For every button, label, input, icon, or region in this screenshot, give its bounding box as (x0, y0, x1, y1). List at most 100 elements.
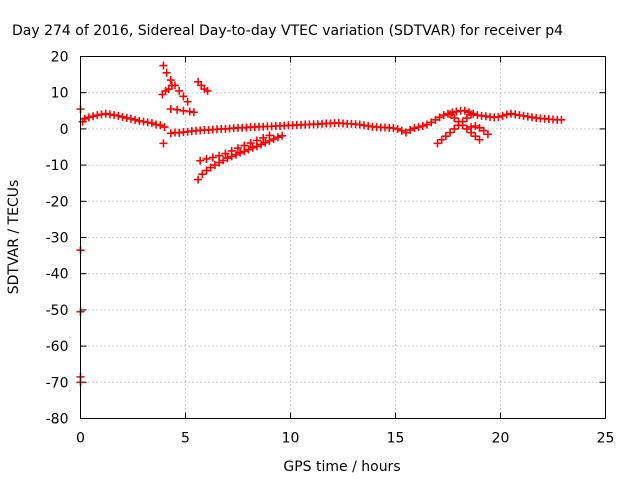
data-point (418, 122, 427, 131)
data-point (203, 86, 212, 95)
y-tick-label: -30 (46, 231, 69, 247)
x-tick-label: 0 (76, 431, 85, 447)
data-point (210, 161, 219, 170)
series-early-steep-arcs (158, 61, 212, 148)
data-point (236, 148, 245, 157)
data-point (162, 68, 171, 77)
data-point (446, 128, 455, 137)
data-point (410, 124, 419, 133)
y-axis-tick-labels: 20 10 0 -10 -20 -30 -40 -50 -60 -70 -80 (46, 50, 69, 428)
data-point (223, 154, 232, 163)
data-point (278, 131, 287, 140)
data-point (458, 121, 467, 130)
data-point (89, 112, 98, 121)
data-point (215, 158, 224, 167)
data-point (265, 131, 274, 140)
x-axis-tick-labels: 0 5 10 15 20 25 (76, 431, 614, 447)
data-point (175, 86, 184, 95)
y-tick-label: 10 (51, 86, 69, 102)
data-point (206, 163, 215, 172)
y-tick-label: -80 (46, 412, 69, 428)
data-point (221, 149, 230, 158)
data-point (454, 117, 463, 126)
data-point (257, 140, 266, 149)
data-point (273, 133, 282, 142)
data-point (227, 146, 236, 155)
data-point (159, 61, 168, 70)
series-rising-negative-arcs (194, 131, 287, 184)
data-point (431, 115, 440, 124)
data-point (269, 135, 278, 144)
data-point (450, 124, 459, 133)
data-point (467, 110, 476, 119)
data-point (460, 106, 469, 115)
data-point (196, 156, 205, 165)
data-point (252, 136, 261, 145)
data-point (414, 123, 423, 132)
data-point (462, 114, 471, 123)
data-point (446, 110, 455, 119)
data-point (131, 115, 140, 124)
data-point (167, 81, 176, 90)
data-point (234, 144, 242, 153)
x-tick-label: 25 (597, 431, 615, 447)
y-tick-label: 20 (51, 50, 69, 66)
x-axis-label: GPS time / hours (283, 459, 400, 475)
data-point (437, 135, 446, 144)
data-point (450, 114, 459, 123)
data-point (198, 170, 207, 179)
data-point (406, 125, 415, 134)
y-tick-label: -20 (46, 194, 69, 210)
data-point (219, 156, 228, 165)
data-point (483, 130, 492, 139)
data-point (471, 132, 480, 141)
data-point (147, 119, 156, 128)
data-point (467, 123, 476, 132)
data-point (557, 115, 566, 124)
data-point (189, 108, 198, 117)
data-point (240, 141, 249, 150)
chart-title: Day 274 of 2016, Sidereal Day-to-day VTE… (12, 23, 563, 39)
data-point (433, 139, 442, 148)
data-point (173, 105, 182, 114)
data-point (427, 118, 436, 127)
y-tick-label: -10 (46, 158, 69, 174)
data-point (402, 128, 410, 137)
data-point (202, 166, 211, 175)
y-tick-label: -70 (46, 375, 69, 391)
x-tick-label: 10 (282, 431, 300, 447)
data-point (479, 126, 488, 135)
data-point (462, 124, 471, 133)
data-point (261, 138, 270, 147)
data-point (494, 112, 503, 121)
axis-ticks (80, 56, 606, 419)
data-point (118, 112, 127, 121)
data-point (471, 122, 480, 131)
data-point (208, 153, 217, 162)
y-tick-label: -50 (46, 303, 69, 319)
data-point (183, 97, 192, 106)
data-point (397, 126, 406, 135)
data-point (126, 114, 135, 123)
grid (80, 56, 606, 419)
x-tick-label: 20 (492, 431, 510, 447)
data-point (80, 114, 89, 123)
data-point (246, 139, 255, 148)
data-point (244, 145, 253, 154)
x-tick-label: 5 (181, 431, 190, 447)
y-axis-label: SDTVAR / TECUs (6, 180, 22, 295)
data-point (231, 150, 240, 159)
data-point (160, 123, 169, 132)
data-point (215, 151, 224, 160)
y-tick-label: -40 (46, 267, 69, 283)
data-point (475, 135, 484, 144)
data-point (84, 113, 93, 122)
data-points (76, 61, 566, 387)
data-point (435, 113, 444, 122)
series-main-band (78, 106, 566, 138)
data-point (194, 175, 203, 184)
data-point (114, 111, 123, 120)
data-point (159, 139, 168, 148)
y-tick-label: -60 (46, 339, 69, 355)
data-point (423, 120, 431, 129)
